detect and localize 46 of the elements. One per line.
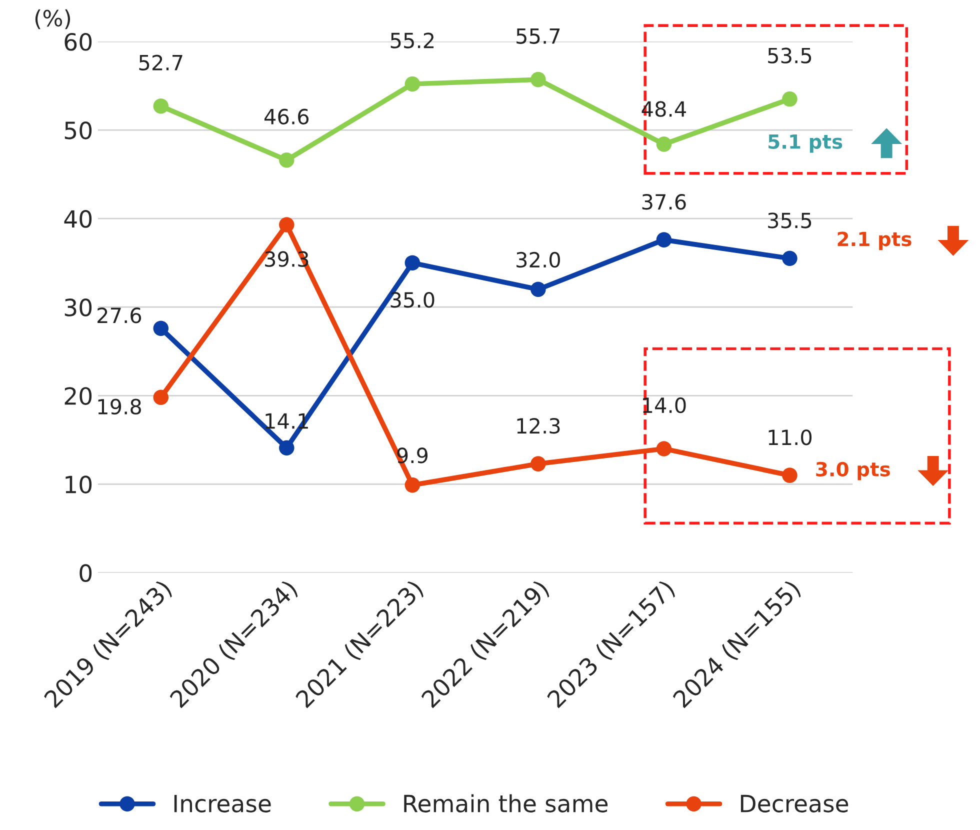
y-tick-label: 10 <box>66 476 92 494</box>
data-label: 19.8 <box>98 398 141 415</box>
point <box>656 441 672 456</box>
point <box>530 282 546 298</box>
legend-label: Decrease <box>740 794 848 812</box>
data-label: 52.7 <box>139 54 182 71</box>
data-label: 32.0 <box>516 252 560 268</box>
point <box>279 440 294 456</box>
point <box>279 152 294 168</box>
annotation: 3.0 pts <box>816 462 890 480</box>
y-axis-title: (%) <box>35 9 70 30</box>
data-label: 35.0 <box>390 292 434 308</box>
data-label: 46.6 <box>264 108 309 125</box>
point <box>782 91 798 107</box>
data-label: 55.7 <box>516 28 560 44</box>
point <box>404 255 420 270</box>
legend-label: Increase <box>174 794 271 812</box>
data-label: 14.0 <box>643 397 686 414</box>
y-tick-label: 40 <box>64 210 92 228</box>
point <box>404 477 420 493</box>
point <box>656 136 672 152</box>
y-tick-label: 50 <box>64 121 92 140</box>
point <box>153 98 169 114</box>
data-label: 55.2 <box>390 32 434 48</box>
point <box>153 390 169 406</box>
point <box>656 232 672 248</box>
legend-label: Remain the same <box>404 794 608 812</box>
data-label: 35.5 <box>768 212 812 228</box>
point <box>530 456 546 472</box>
data-label: 11.0 <box>768 429 812 446</box>
point <box>530 72 546 88</box>
y-tick-label: 30 <box>64 298 92 316</box>
data-label: 37.6 <box>642 194 686 210</box>
data-label: 27.6 <box>98 308 142 324</box>
annotation: 5.1 pts <box>768 134 842 153</box>
y-tick-label: 20 <box>64 387 92 405</box>
point <box>782 250 798 266</box>
data-label: 12.3 <box>517 418 560 434</box>
point <box>153 320 169 336</box>
y-tick-label: 0 <box>80 564 92 582</box>
annotation: 2.1 pts <box>838 232 912 250</box>
point <box>404 76 420 92</box>
data-label: 53.5 <box>768 48 812 64</box>
y-tick-label: 60 <box>64 32 92 51</box>
point <box>782 468 798 483</box>
point <box>279 217 294 232</box>
